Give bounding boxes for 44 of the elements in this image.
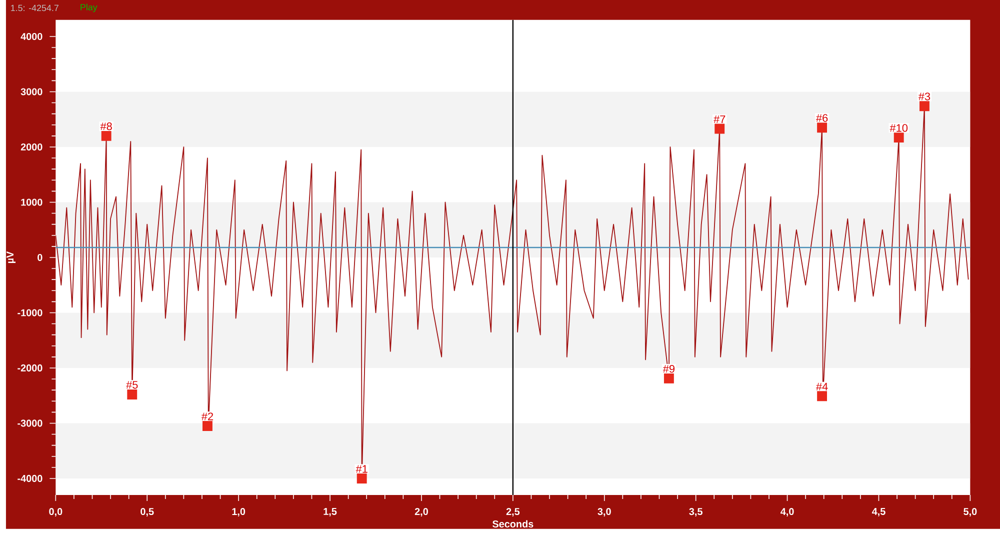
point	[101, 130, 112, 141]
y-tick-label: -1000	[18, 309, 42, 316]
text: Play	[80, 4, 98, 12]
annotation: #9	[662, 364, 675, 373]
annotation: #5	[126, 381, 138, 389]
annotation: #10	[890, 124, 908, 132]
point	[127, 389, 138, 400]
x-tick-label: 2,0	[414, 508, 428, 516]
annotation: #7	[714, 115, 726, 123]
y-axis-title: µV	[6, 251, 16, 263]
annotation: #8	[100, 122, 112, 130]
x-tick-label: 0,0	[49, 508, 62, 516]
point	[714, 124, 725, 134]
point	[202, 420, 212, 431]
y-tick-label: 3000	[20, 88, 42, 96]
x-tick-label: 3,0	[598, 508, 611, 516]
x-tick-label: 1,0	[232, 508, 246, 516]
y-tick-label: 4000	[20, 32, 42, 40]
y-tick-label: 0	[38, 254, 42, 261]
x-tick-label: 4,0	[780, 508, 794, 516]
y-tick-label: 2000	[20, 143, 42, 150]
x-tick-label: 0,5	[140, 508, 154, 516]
x-axis-title: Seconds	[492, 520, 534, 528]
x-tick-label: 3,5	[689, 508, 702, 516]
x-tick-label: 2,5	[506, 508, 520, 516]
x-tick-label: 4,5	[872, 508, 886, 516]
y-tick-label: -3000	[18, 420, 42, 427]
x-tick-label: 1,5	[324, 508, 337, 516]
point	[356, 473, 367, 484]
point	[919, 101, 930, 112]
y-tick-label: -4000	[18, 474, 42, 482]
point	[894, 132, 904, 142]
point	[664, 373, 674, 384]
point	[817, 391, 828, 402]
annotation: #4	[816, 382, 828, 390]
point	[817, 122, 828, 133]
annotation: #2	[201, 412, 214, 420]
text: 1.5: -4254.7	[11, 4, 58, 12]
annotation: #3	[918, 92, 930, 100]
annotation: #1	[356, 465, 368, 473]
annotation: #6	[816, 114, 828, 122]
x-tick-label: 5,0	[964, 508, 977, 516]
y-tick-label: -2000	[18, 364, 42, 372]
y-tick-label: 1000	[21, 198, 42, 206]
